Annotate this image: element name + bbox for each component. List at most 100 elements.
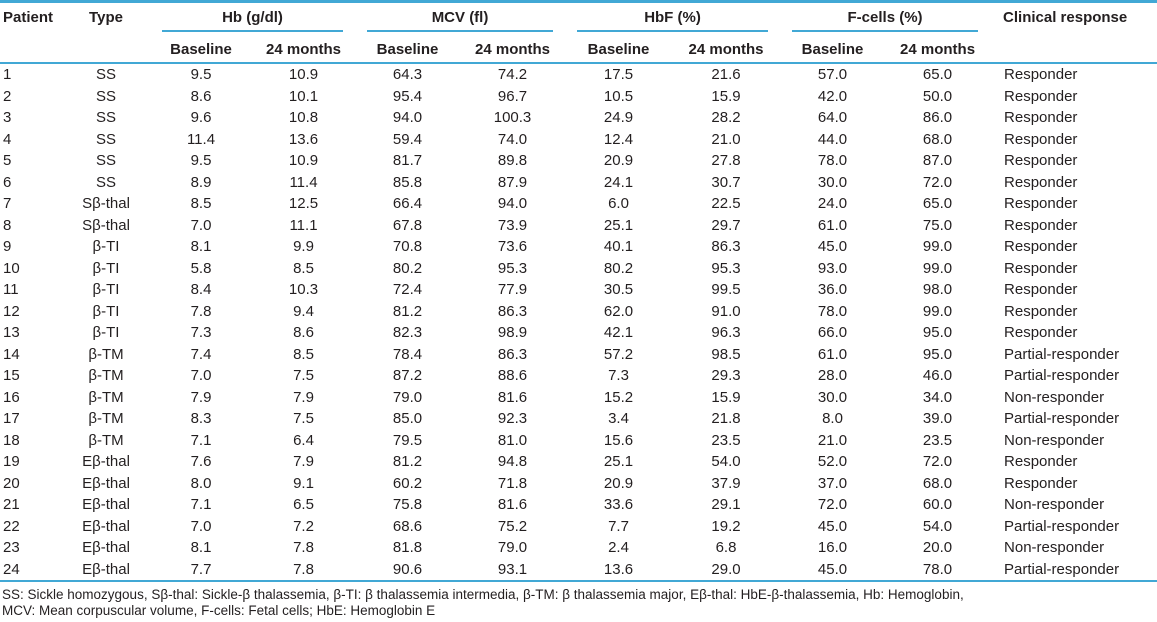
cell: 17.5 (603, 66, 634, 84)
cell: SS (95, 173, 116, 191)
cell: 9.5 (190, 152, 212, 170)
cell: Responder (1004, 109, 1078, 127)
cell: Eβ-thal (82, 539, 130, 557)
column-group-hb: Hb (g/dl) (150, 2, 355, 37)
cell: Partial-responder (1004, 410, 1120, 428)
table-row: 24 Eβ-thal 7.7 7.8 90.6 93.1 13.6 29.0 45.0 78.0 P… (0, 558, 1157, 582)
cell: 99.5 (711, 281, 741, 299)
subheader-mcv-24months: 24 months (460, 36, 566, 64)
cell: 22.5 (711, 195, 741, 213)
cell: Eβ-thal (82, 474, 130, 492)
cell: 23.5 (711, 431, 741, 449)
cell: 28.0 (817, 367, 848, 385)
cell: 7.0 (190, 367, 212, 385)
cell: 66.0 (817, 324, 848, 342)
cell: 65.0 (922, 66, 953, 84)
cell: Responder (1004, 259, 1078, 277)
cell: SS (95, 66, 116, 84)
footnote-line-2: MCV: Mean corpuscular volume, F-cells: F… (2, 603, 436, 618)
cell: 96.3 (711, 324, 741, 342)
cell: 16 (3, 388, 20, 406)
cell: 30.0 (817, 388, 848, 406)
cell: 72.4 (392, 281, 423, 299)
cell: 70.8 (392, 238, 423, 256)
cell: 78.0 (817, 302, 848, 320)
cell: 29.0 (672, 558, 781, 582)
cell: Responder (1004, 302, 1078, 320)
cell: 8.4 (190, 281, 212, 299)
cell: 8.1 (190, 539, 212, 557)
subheader-fcells-baseline: Baseline (780, 36, 886, 64)
cell: 30.5 (603, 281, 634, 299)
cell: 42.0 (817, 87, 848, 105)
cell: Responder (1004, 324, 1078, 342)
cell: β-TI (92, 259, 120, 277)
cell: 46.0 (922, 367, 953, 385)
cell: 8.0 (822, 410, 843, 428)
cell: 73.9 (497, 216, 528, 234)
cell: 7.3 (608, 367, 629, 385)
cell: 19.2 (711, 517, 741, 535)
cell: 54.0 (711, 453, 741, 471)
cell: 45.0 (817, 238, 848, 256)
cell: 86.3 (711, 238, 741, 256)
cell: 18 (3, 431, 20, 449)
cell: Responder (1004, 87, 1078, 105)
cell: 7.2 (293, 517, 314, 535)
cell: Responder (1004, 474, 1078, 492)
table-row: 6 SS 8.9 11.4 85.8 87.9 24.1 30.7 30.0 72.0 Respon… (0, 172, 1157, 194)
table-row: 4 SS 11.4 13.6 59.4 74.0 12.4 21.0 44.0 68.0 Respo… (0, 129, 1157, 151)
cell: 7.8 (190, 302, 212, 320)
cell: 8.5 (293, 345, 314, 363)
cell: 74.0 (497, 130, 528, 148)
cell: 87.2 (392, 367, 423, 385)
table-row: 14 β-TM 7.4 8.5 78.4 86.3 57.2 98.5 61.0 95.0 Part… (0, 344, 1157, 366)
cell: 10.1 (288, 87, 319, 105)
cell: 98.9 (497, 324, 528, 342)
cell: 93.1 (460, 558, 566, 582)
column-group-hbf-label: HbF (%) (577, 9, 769, 32)
cell: 87.9 (497, 173, 528, 191)
cell: β-TI (92, 238, 120, 256)
cell: Responder (1004, 281, 1078, 299)
cell: 22 (3, 517, 20, 535)
cell: 66.4 (392, 195, 423, 213)
cell: 57.2 (603, 345, 634, 363)
table-row: 23 Eβ-thal 8.1 7.8 81.8 79.0 2.4 6.8 16.0 20.0 Non… (0, 537, 1157, 559)
cell: 24 (0, 558, 62, 582)
header-row-groups: Patient Type Hb (g/dl) MCV (fl) HbF (%) … (0, 1, 1157, 64)
cell: 60.0 (922, 496, 953, 514)
cell: 78.0 (817, 152, 848, 170)
cell: 95.3 (711, 259, 741, 277)
cell: 27.8 (711, 152, 741, 170)
subheader-hbf-baseline: Baseline (565, 36, 673, 64)
column-group-hbf: HbF (%) (565, 2, 780, 37)
table-row: 11 β-TI 8.4 10.3 72.4 77.9 30.5 99.5 36.0 98.0 Res… (0, 279, 1157, 301)
cell: 79.0 (497, 539, 528, 557)
cell: 96.7 (497, 87, 528, 105)
cell: 12.4 (603, 130, 634, 148)
cell: 81.8 (392, 539, 423, 557)
cell: 54.0 (922, 517, 953, 535)
cell: 7.4 (190, 345, 212, 363)
cell: 7.0 (190, 216, 212, 234)
subheader-mcv-baseline: Baseline (355, 36, 461, 64)
cell: 65.0 (922, 195, 953, 213)
cell: 29.3 (711, 367, 741, 385)
cell: β-TI (92, 281, 120, 299)
cell: 81.2 (392, 453, 423, 471)
cell: 75.2 (497, 517, 528, 535)
patients-table: Patient Type Hb (g/dl) MCV (fl) HbF (%) … (0, 0, 1157, 582)
cell: 19 (3, 453, 20, 471)
cell: 15.6 (603, 431, 634, 449)
cell: 61.0 (817, 345, 848, 363)
cell: 9.5 (190, 66, 212, 84)
subheader-hb-baseline: Baseline (150, 36, 252, 64)
cell: 64.0 (817, 109, 848, 127)
cell: 15 (3, 367, 20, 385)
cell: β-TM (88, 410, 124, 428)
cell: 64.3 (392, 66, 423, 84)
cell: 9.9 (293, 238, 314, 256)
cell: Eβ-thal (82, 496, 130, 514)
cell: Non-responder (1004, 431, 1105, 449)
